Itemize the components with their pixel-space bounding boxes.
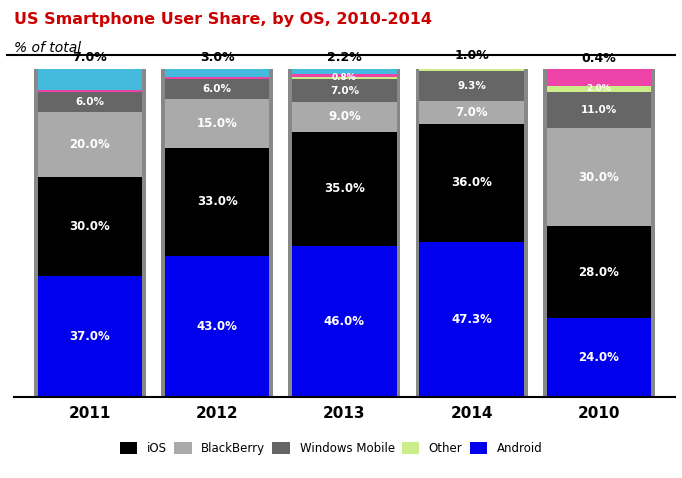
- Text: 28.0%: 28.0%: [578, 266, 619, 279]
- Bar: [293, 76, 396, 79]
- Bar: [38, 276, 142, 397]
- Bar: [419, 65, 524, 68]
- Text: 24.0%: 24.0%: [578, 351, 619, 364]
- Bar: [547, 69, 651, 86]
- Bar: [38, 67, 142, 89]
- Text: 3.0%: 3.0%: [200, 51, 235, 64]
- Bar: [293, 79, 396, 102]
- Legend: iOS, BlackBerry, Windows Mobile, Other, Android: iOS, BlackBerry, Windows Mobile, Other, …: [115, 437, 548, 460]
- Bar: [547, 86, 651, 92]
- Text: 6.0%: 6.0%: [76, 97, 104, 107]
- Text: US Smartphone User Share, by OS, 2010-2014: US Smartphone User Share, by OS, 2010-20…: [14, 12, 432, 27]
- Bar: [165, 79, 269, 99]
- Bar: [165, 76, 269, 79]
- Text: 35.0%: 35.0%: [324, 182, 365, 196]
- Text: 6.0%: 6.0%: [203, 84, 232, 94]
- Bar: [165, 99, 269, 148]
- Text: 0.8%: 0.8%: [332, 73, 357, 82]
- Text: 9.3%: 9.3%: [457, 81, 486, 91]
- Bar: [165, 67, 269, 76]
- Text: 0.4%: 0.4%: [582, 53, 617, 65]
- Text: 7.0%: 7.0%: [330, 86, 359, 96]
- Bar: [419, 71, 524, 101]
- Bar: [38, 177, 142, 276]
- Bar: [161, 60, 273, 397]
- Bar: [165, 148, 269, 256]
- Bar: [547, 92, 651, 128]
- Text: 46.0%: 46.0%: [324, 315, 365, 328]
- Text: 15.0%: 15.0%: [196, 117, 237, 130]
- Bar: [415, 58, 528, 397]
- Text: 30.0%: 30.0%: [70, 220, 110, 233]
- Bar: [293, 131, 396, 246]
- Text: 43.0%: 43.0%: [196, 320, 237, 333]
- Bar: [165, 256, 269, 397]
- Bar: [547, 68, 651, 69]
- Bar: [38, 112, 142, 177]
- Bar: [288, 60, 400, 397]
- Text: 7.0%: 7.0%: [72, 51, 107, 64]
- Text: 37.0%: 37.0%: [70, 330, 110, 343]
- Text: 30.0%: 30.0%: [578, 171, 619, 184]
- Text: 7.0%: 7.0%: [456, 106, 488, 119]
- Bar: [38, 89, 142, 92]
- Bar: [293, 74, 396, 76]
- Bar: [419, 68, 524, 69]
- Bar: [543, 62, 655, 397]
- Bar: [38, 92, 142, 112]
- Bar: [34, 60, 146, 397]
- Bar: [293, 246, 396, 397]
- Text: 20.0%: 20.0%: [70, 138, 110, 151]
- Bar: [547, 227, 651, 318]
- Bar: [547, 318, 651, 397]
- Text: 11.0%: 11.0%: [581, 105, 617, 115]
- Bar: [419, 101, 524, 124]
- Text: 36.0%: 36.0%: [451, 176, 492, 189]
- Text: 2.2%: 2.2%: [327, 51, 361, 64]
- Bar: [419, 242, 524, 397]
- Text: % of total: % of total: [14, 41, 80, 54]
- Text: 33.0%: 33.0%: [197, 196, 237, 208]
- Text: 2.0%: 2.0%: [587, 85, 611, 94]
- Bar: [293, 102, 396, 131]
- Bar: [547, 128, 651, 227]
- Bar: [419, 124, 524, 242]
- Bar: [419, 69, 524, 71]
- Bar: [293, 67, 396, 74]
- Text: 9.0%: 9.0%: [328, 110, 361, 123]
- Text: 47.3%: 47.3%: [451, 313, 492, 326]
- Text: 1.0%: 1.0%: [454, 49, 489, 62]
